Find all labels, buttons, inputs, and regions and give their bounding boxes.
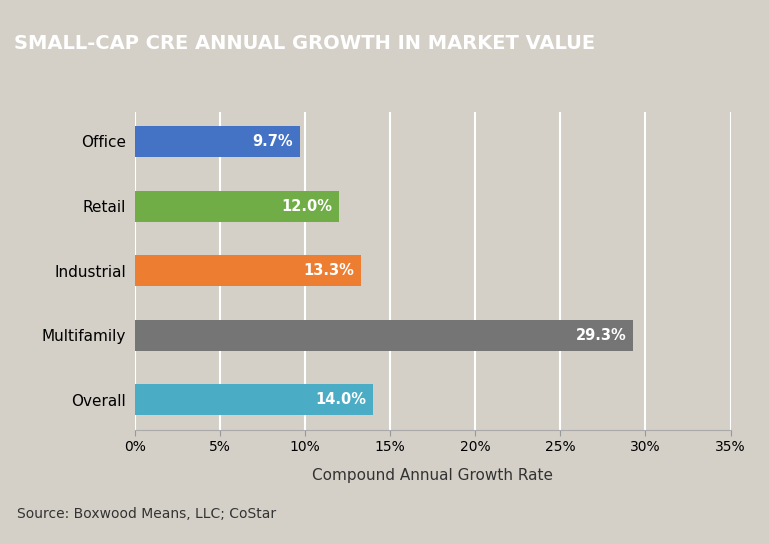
Bar <box>135 320 634 351</box>
Text: Source: Boxwood Means, LLC; CoStar: Source: Boxwood Means, LLC; CoStar <box>17 507 276 521</box>
X-axis label: Compound Annual Growth Rate: Compound Annual Growth Rate <box>312 468 553 483</box>
Text: 29.3%: 29.3% <box>576 327 627 343</box>
Bar <box>135 255 361 286</box>
Bar <box>135 190 339 221</box>
Text: 14.0%: 14.0% <box>315 392 366 407</box>
Bar <box>135 126 300 157</box>
Text: 13.3%: 13.3% <box>303 263 355 278</box>
Bar <box>135 384 373 415</box>
Text: 9.7%: 9.7% <box>252 134 293 149</box>
Text: 12.0%: 12.0% <box>281 199 332 214</box>
Text: SMALL-CAP CRE ANNUAL GROWTH IN MARKET VALUE: SMALL-CAP CRE ANNUAL GROWTH IN MARKET VA… <box>14 34 595 53</box>
